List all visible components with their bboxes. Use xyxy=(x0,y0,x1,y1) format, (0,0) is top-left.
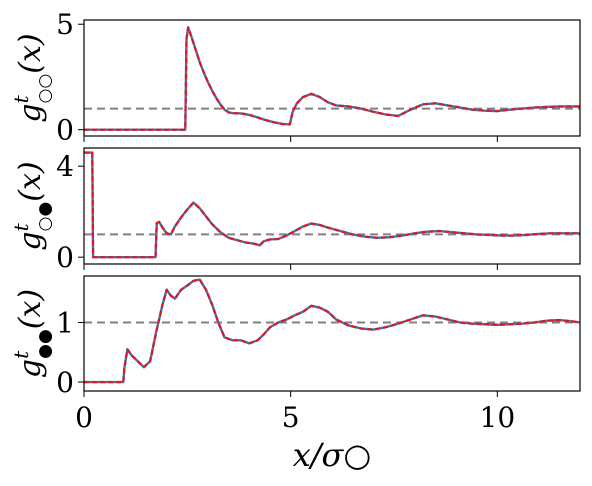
y-tick-label: 4 xyxy=(56,150,74,183)
y-tick-label: 0 xyxy=(56,114,74,147)
y-axis-label-ob: gt ○●(x) xyxy=(9,161,55,250)
panel-oo: 0 5gt ○○(x) xyxy=(9,8,581,147)
panel-bb: 0 5 10 0 1gt ●●(x) xyxy=(9,275,581,434)
series-line-oo-simulation xyxy=(84,26,580,131)
axes-frame-ob xyxy=(83,147,581,265)
series-line-ob-simulation xyxy=(84,151,580,259)
y-axis-label-bb: gt ●●(x) xyxy=(9,289,55,378)
axes-frame-oo xyxy=(83,19,581,137)
x-tick-label: 5 xyxy=(282,401,300,434)
y-tick-label: 0 xyxy=(56,241,74,274)
panel-ob: 0 4gt ○●(x) xyxy=(9,147,581,274)
axes-frame-bb xyxy=(83,275,581,392)
x-tick-label: 0 xyxy=(75,401,93,434)
y-axis-label-oo: gt ○○(x) xyxy=(9,33,55,122)
series-line-oo-theory xyxy=(84,26,580,131)
series-line-ob-theory xyxy=(84,151,580,259)
x-axis-label: x/σ○ xyxy=(293,436,372,474)
y-tick-label: 1 xyxy=(56,306,74,339)
series-line-bb-simulation xyxy=(84,278,580,384)
y-tick-label: 0 xyxy=(56,366,74,399)
y-tick-label: 5 xyxy=(56,8,74,41)
x-tick-label: 10 xyxy=(480,401,516,434)
series-line-bb-theory xyxy=(84,278,580,384)
